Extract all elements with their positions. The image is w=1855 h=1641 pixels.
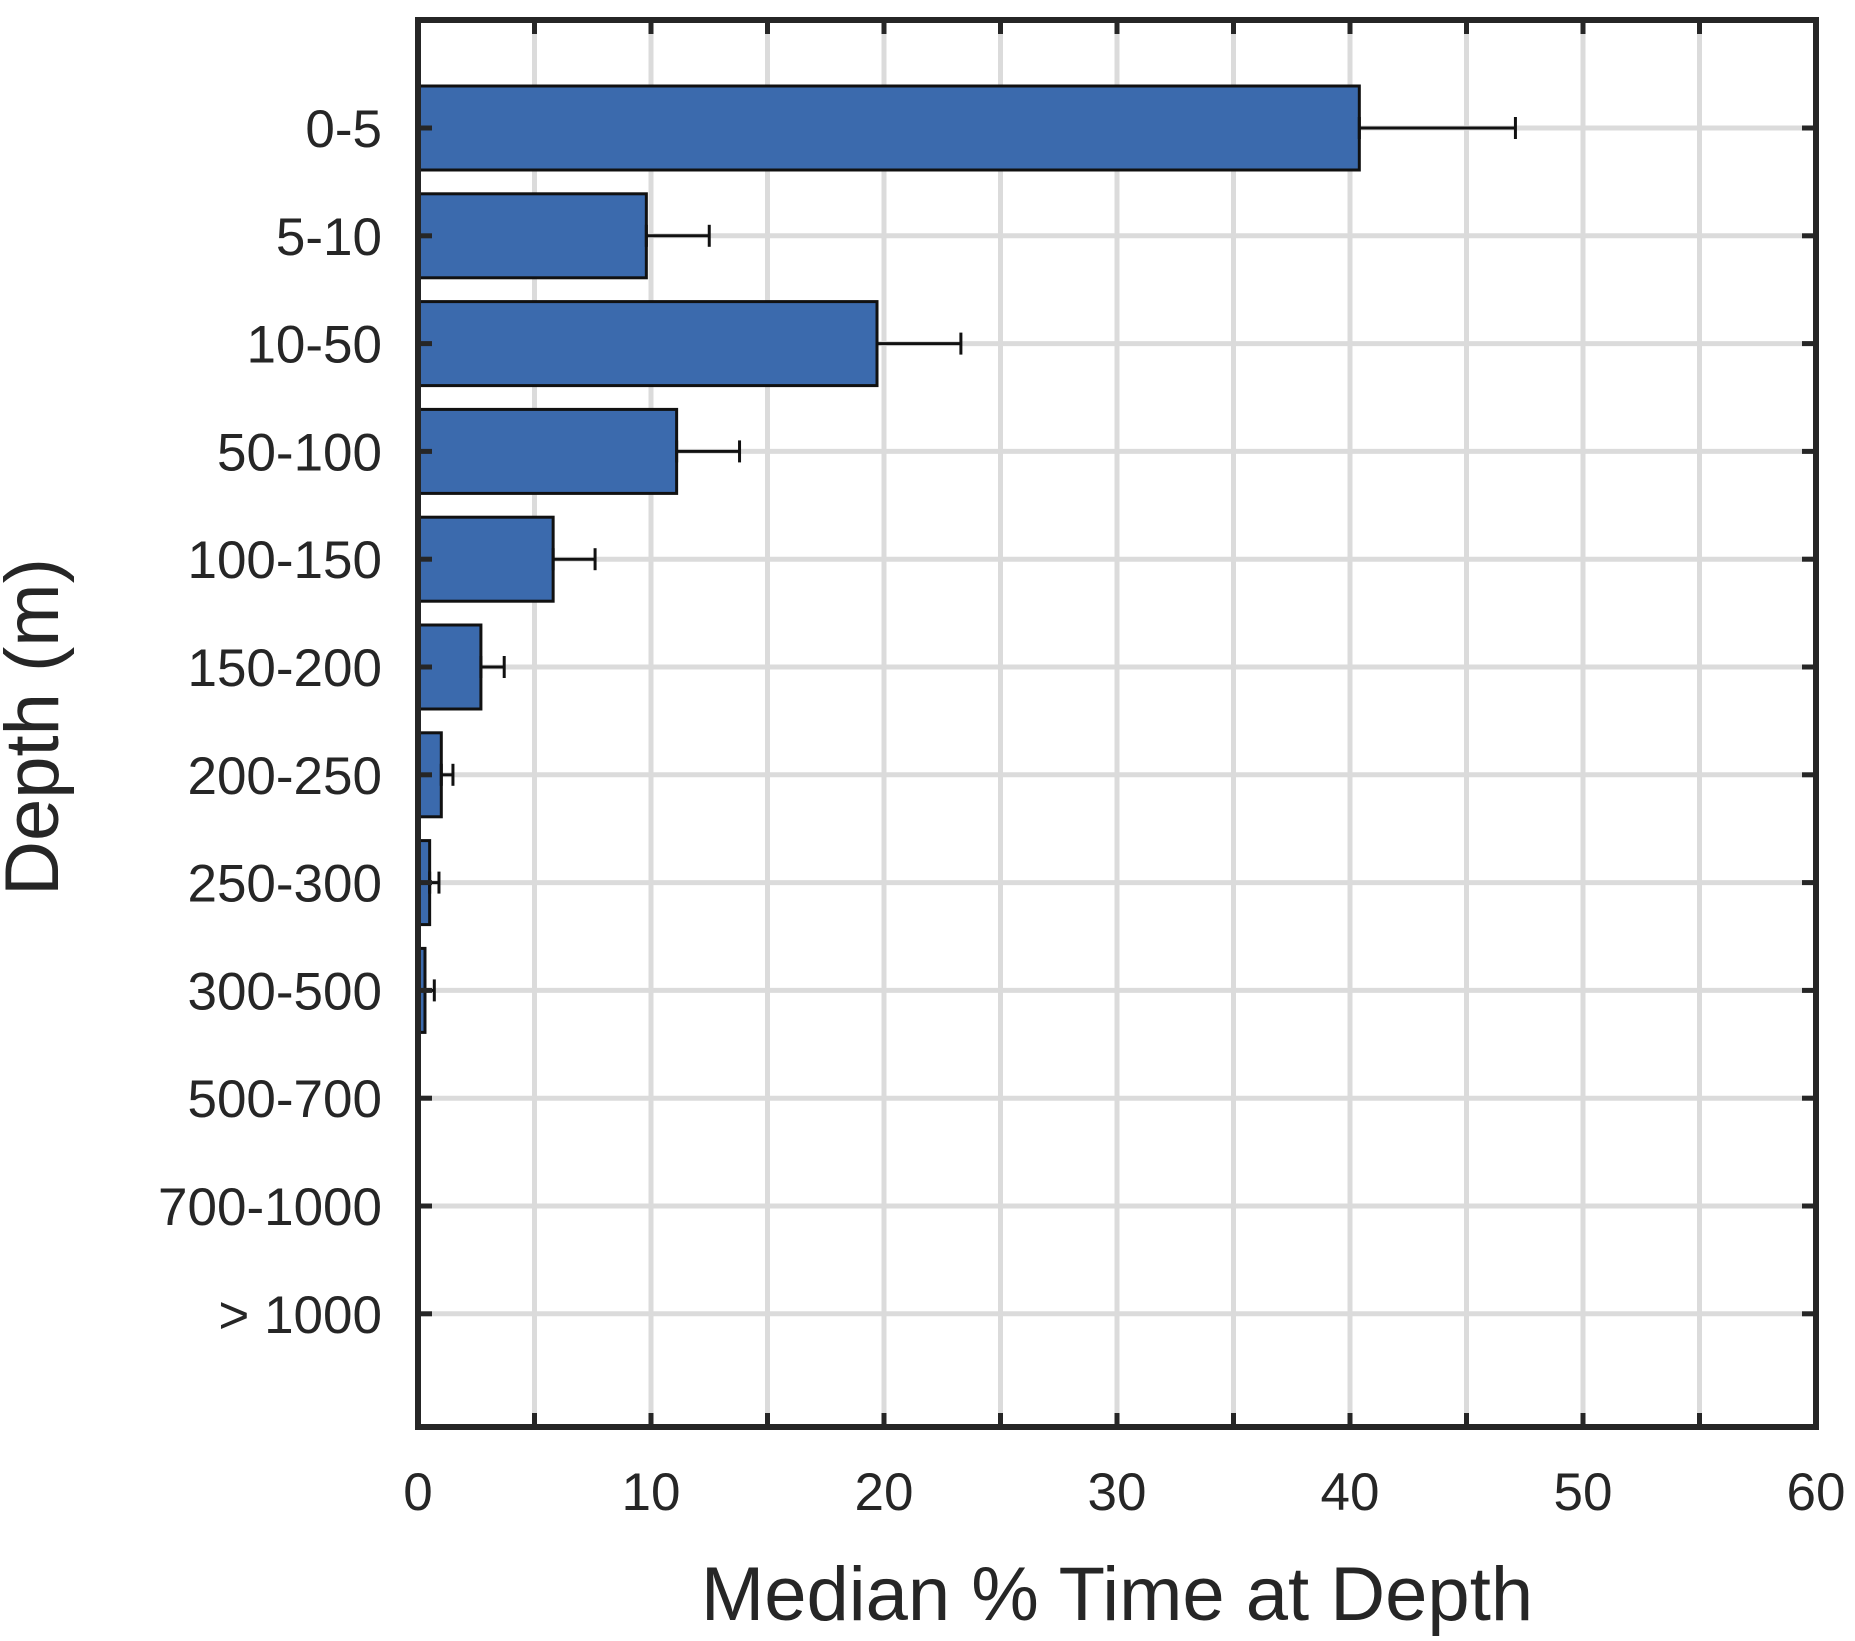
x-tick-label: 60 xyxy=(1787,1463,1846,1522)
y-tick-label: 500-700 xyxy=(187,1070,382,1129)
y-tick-label: 10-50 xyxy=(246,316,382,375)
x-axis-title: Median % Time at Depth xyxy=(701,1552,1533,1637)
y-tick-label: > 1000 xyxy=(218,1286,382,1345)
y-tick-label: 50-100 xyxy=(217,423,382,482)
y-axis-title: Depth (m) xyxy=(0,558,75,896)
y-tick-label: 0-5 xyxy=(305,100,382,159)
y-tick-label: 300-500 xyxy=(187,962,382,1021)
bar-10-50 xyxy=(416,300,879,388)
x-tick-label: 50 xyxy=(1554,1463,1613,1522)
bar-0-5 xyxy=(416,84,1361,172)
x-tick-labels: 0 10 20 30 40 50 60 xyxy=(403,1463,1845,1522)
error-bars xyxy=(423,117,1517,1002)
y-tick-label: 200-250 xyxy=(187,747,382,806)
x-tick-label: 10 xyxy=(622,1463,681,1522)
x-tick-label: 0 xyxy=(403,1463,432,1522)
y-tick-labels: 0-5 5-10 10-50 50-100 100-150 150-200 200-250 2… xyxy=(158,100,382,1345)
bar-5-10 xyxy=(416,192,648,280)
y-tick-label: 150-200 xyxy=(187,639,382,698)
x-tick-label: 30 xyxy=(1088,1463,1147,1522)
bar-50-100 xyxy=(416,407,679,495)
x-tick-label: 40 xyxy=(1321,1463,1380,1522)
y-tick-label: 250-300 xyxy=(187,855,382,914)
axes xyxy=(415,17,1819,1430)
bars xyxy=(416,84,1361,1034)
x-tick-label: 20 xyxy=(855,1463,914,1522)
bar-100-150 xyxy=(416,515,555,603)
y-tick-label: 100-150 xyxy=(187,531,382,590)
y-tick-label: 700-1000 xyxy=(158,1178,382,1237)
y-tick-label: 5-10 xyxy=(276,208,382,267)
